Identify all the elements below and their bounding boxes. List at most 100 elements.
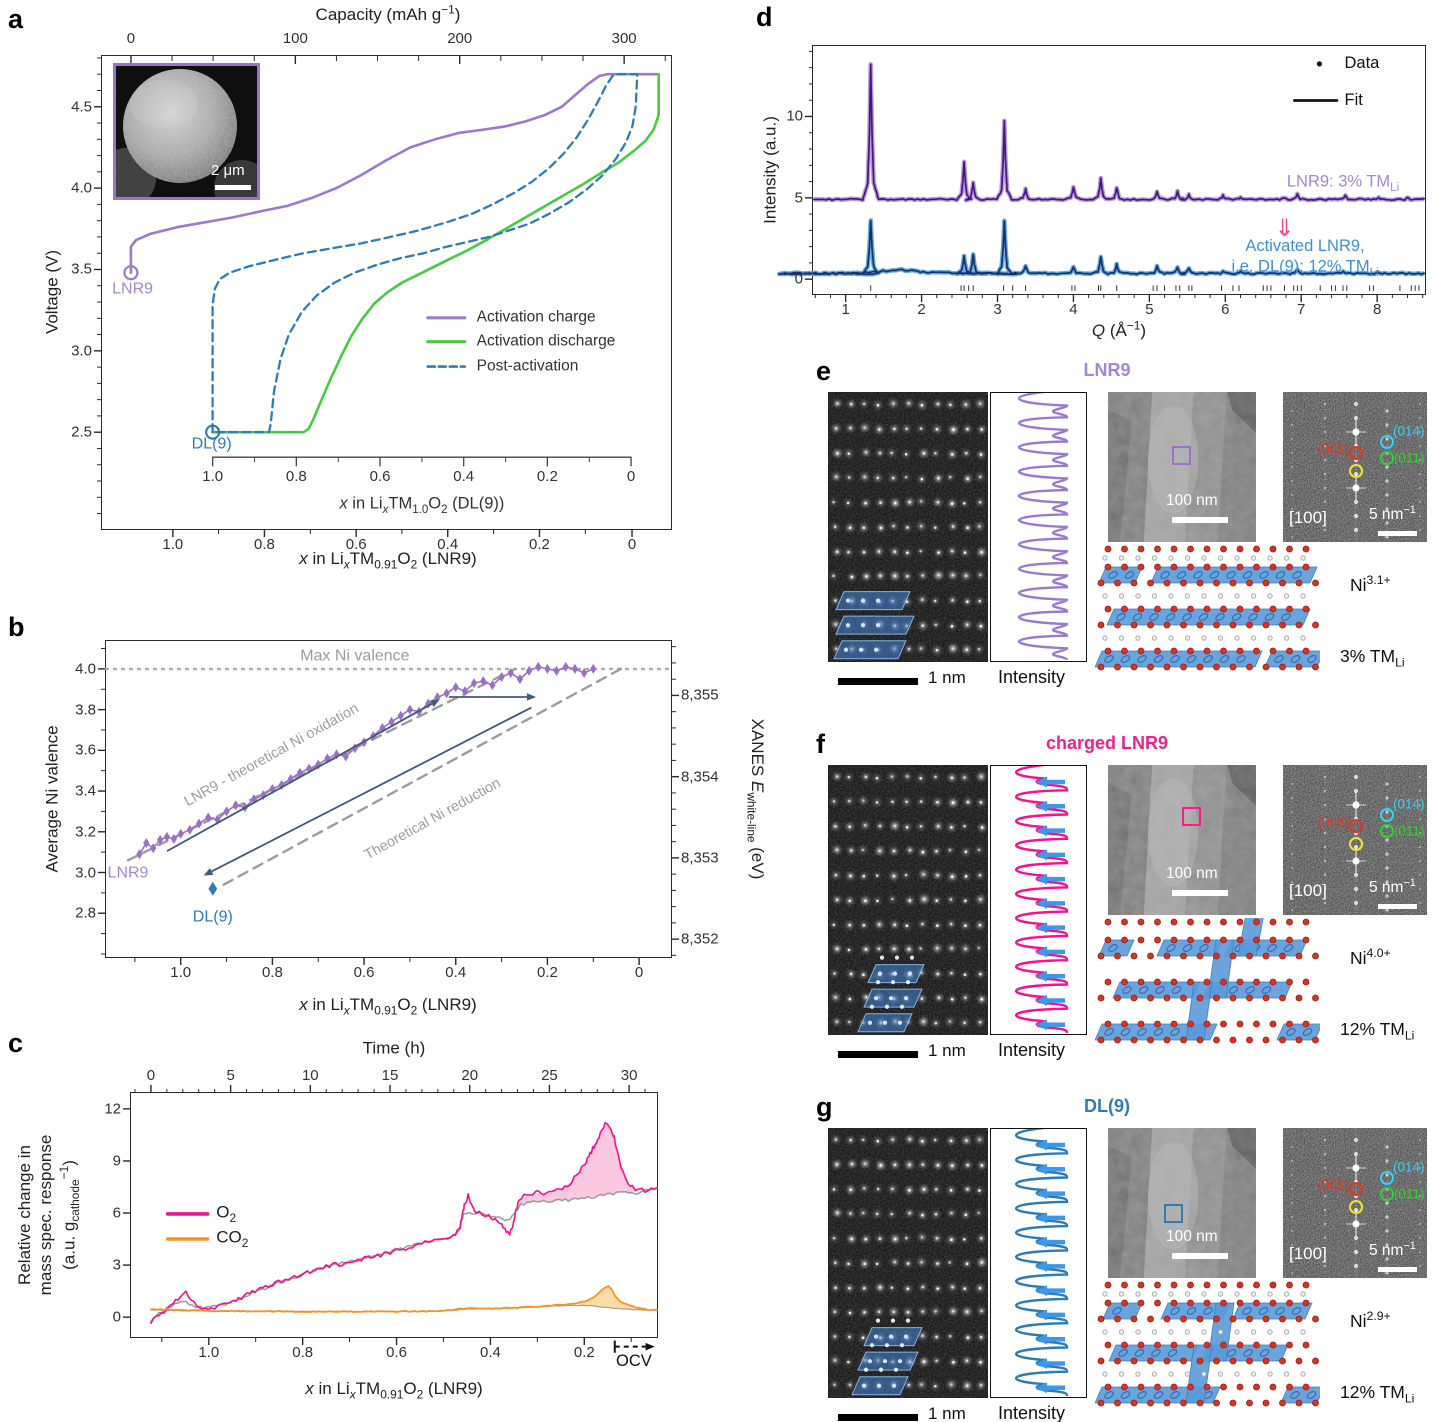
tem-scale-label: 100 nm xyxy=(1166,492,1218,509)
chart-text: Max Ni valence xyxy=(300,647,410,665)
fft-zone-axis-label: [100] xyxy=(1289,508,1327,527)
tick-label: 1 xyxy=(841,301,850,318)
tick-label: 200 xyxy=(447,30,473,47)
fft-label-014: (014) xyxy=(1393,423,1425,439)
tick-label: 3.0 xyxy=(71,342,92,360)
tick-label: 6 xyxy=(112,1204,121,1222)
chart-text: x in LixTM1.0O2 (DL(9)) xyxy=(339,494,505,517)
ni-valence-label: Ni4.0+ xyxy=(1350,946,1391,968)
tem-scale-label: 100 nm xyxy=(1166,865,1218,882)
chart-text: OCV xyxy=(615,1352,652,1371)
intensity-profile xyxy=(990,392,1087,662)
fft-ring xyxy=(1380,808,1394,822)
ni-valence-label: Ni2.9+ xyxy=(1350,1309,1391,1331)
chart-b-svg xyxy=(98,646,679,965)
tick-label: 0 xyxy=(126,30,136,47)
panel-f-title: charged LNR9 xyxy=(1045,733,1169,753)
fft-scalebar xyxy=(1378,904,1417,909)
chart-text: 0.2 xyxy=(536,468,558,486)
panel-c-letter: c xyxy=(8,1028,24,1058)
tick-label: 15 xyxy=(381,1067,399,1084)
tick-label: 6 xyxy=(1221,301,1230,318)
tick-label: 8,352 xyxy=(681,930,719,948)
panel-f: charged LNR9 100 nm (003) (014) (011) [1… xyxy=(812,733,1432,1105)
fft-ring xyxy=(1380,1171,1394,1185)
tick-label: 0.4 xyxy=(437,536,459,553)
tem-image: 100 nm xyxy=(1108,765,1256,915)
chart-text: 0.4 xyxy=(453,468,475,486)
tm-li-label: 12% TMLi xyxy=(1340,1382,1415,1406)
tick-label: 0.2 xyxy=(529,536,550,553)
chart-text: Activated LNR9, xyxy=(1245,237,1365,256)
tick-label: 3.2 xyxy=(75,823,96,841)
tem-scale-label: 100 nm xyxy=(1166,1228,1218,1245)
tick-label: 3 xyxy=(993,301,1002,318)
tick-label: 3.5 xyxy=(71,260,92,278)
chart-text: Data xyxy=(1344,53,1380,72)
crystal-structure-schematic xyxy=(1095,918,1320,1044)
nm-scalebar xyxy=(838,678,918,685)
chart-c-svg xyxy=(123,1085,658,1353)
chart-text: LNR9: 3% TMLi xyxy=(1286,172,1400,194)
intensity-profile xyxy=(990,765,1087,1035)
stem-image xyxy=(828,1128,988,1398)
fft-image: (003) (014) (011) [100] 5 nm−1 xyxy=(1283,392,1427,542)
a-y-axis-title: Voltage (V) xyxy=(42,249,62,335)
panel-c-chart: 0 5 10 15 20 25 30 0 3 6 9 12 1.0 0.8 0.6 0.4 0.2 O2 CO2 OC… xyxy=(104,1068,658,1370)
tick-label: 4.0 xyxy=(75,660,96,678)
tick-label: 5 xyxy=(226,1067,235,1084)
tick-label: 20 xyxy=(461,1067,479,1084)
tick-label: 25 xyxy=(541,1067,558,1084)
b-y-axis-title: Average Ni valence xyxy=(42,725,62,873)
a-outer-x-axis-title: x in LixTM0.91O2 (LNR9) xyxy=(299,548,477,572)
tick-label: 9 xyxy=(112,1152,121,1170)
tick-label: 0 xyxy=(627,536,637,553)
tick-label: 10 xyxy=(301,1067,319,1084)
tm-li-label: 12% TMLi xyxy=(1340,1019,1415,1043)
tick-label: 3.8 xyxy=(75,701,96,719)
tick-label: 8,355 xyxy=(681,686,719,704)
tick-label: 3.4 xyxy=(75,782,96,800)
fft-label-003: (003) xyxy=(1317,814,1349,830)
panel-e: LNR9 100 nm (003) (014) (011) [100] 5 nm… xyxy=(812,360,1432,732)
intensity-axis-label: Intensity xyxy=(998,1040,1066,1060)
fft-image: (003) (014) (011) [100] 5 nm−1 xyxy=(1283,1128,1427,1278)
fft-ring xyxy=(1380,451,1394,465)
fft-scalebar xyxy=(1378,531,1417,536)
tick-label: 4.5 xyxy=(71,98,92,116)
nm-scalebar xyxy=(838,1414,918,1421)
tick-label: 3 xyxy=(112,1256,121,1274)
crystal-structure-schematic xyxy=(1095,1281,1320,1407)
panel-e-title: LNR9 xyxy=(1083,360,1131,380)
a-top-axis-title: Capacity (mAh g−1) xyxy=(315,2,461,25)
fft-scale-label: 5 nm−1 xyxy=(1369,877,1416,897)
chart-text: Fit xyxy=(1344,90,1363,109)
tick-label: 8 xyxy=(1372,301,1382,318)
chart-text: DL(9) xyxy=(191,434,232,452)
chart-text: 0 xyxy=(626,468,636,486)
tick-label: 0 xyxy=(112,1308,121,1326)
fft-ring xyxy=(1349,464,1363,478)
c-y-axis-line1: Relative change in xyxy=(14,1145,34,1285)
tick-label: 5 xyxy=(1145,301,1154,318)
fft-label-011: (011) xyxy=(1394,1186,1425,1202)
fft-label-011: (011) xyxy=(1394,823,1425,839)
tick-label: 0.6 xyxy=(345,536,367,553)
fft-ring xyxy=(1349,1200,1363,1214)
c-y-axis-line2: mass spec. response xyxy=(36,1134,56,1296)
ni-valence-label: Ni3.1+ xyxy=(1350,573,1391,595)
b-x-axis-title: x in LixTM0.91O2 (LNR9) xyxy=(299,994,477,1018)
tick-label: 300 xyxy=(611,30,637,47)
tem-image: 100 nm xyxy=(1108,1128,1256,1278)
panel-b-letter: b xyxy=(8,612,25,642)
tick-label: 1.0 xyxy=(162,536,184,553)
panel-e-letter: e xyxy=(816,356,832,386)
tick-label: 2.8 xyxy=(75,904,96,922)
nm-scalebar xyxy=(838,1051,918,1058)
nm-scale-label: 1 nm xyxy=(928,1404,966,1422)
chart-text: 0.8 xyxy=(285,468,307,486)
fft-ring xyxy=(1380,824,1394,838)
tick-label: 8,354 xyxy=(681,768,719,786)
stem-image xyxy=(828,765,988,1035)
